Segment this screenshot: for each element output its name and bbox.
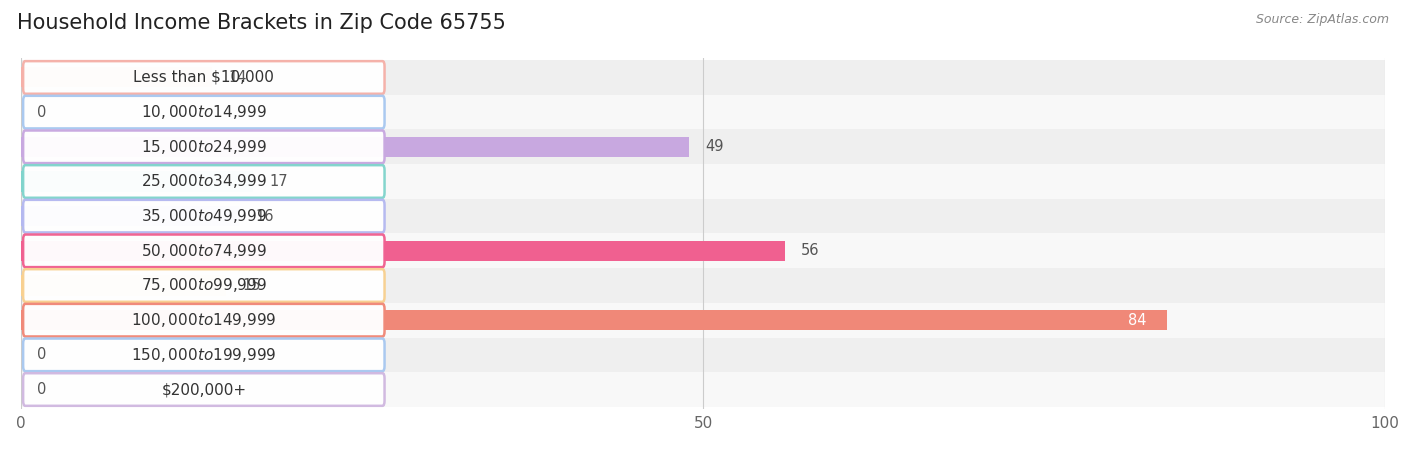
Text: Household Income Brackets in Zip Code 65755: Household Income Brackets in Zip Code 65… — [17, 13, 506, 34]
Text: 56: 56 — [801, 243, 820, 258]
Text: $10,000 to $14,999: $10,000 to $14,999 — [141, 103, 267, 121]
Text: $15,000 to $24,999: $15,000 to $24,999 — [141, 138, 267, 156]
Bar — [21, 310, 1167, 330]
Text: $25,000 to $34,999: $25,000 to $34,999 — [141, 172, 267, 190]
Text: 0: 0 — [38, 348, 46, 362]
Text: 15: 15 — [242, 278, 260, 293]
FancyBboxPatch shape — [22, 131, 385, 163]
Bar — [21, 275, 225, 295]
Text: 0: 0 — [38, 105, 46, 119]
Bar — [21, 268, 1385, 303]
Bar — [21, 67, 212, 88]
Text: $75,000 to $99,999: $75,000 to $99,999 — [141, 277, 267, 295]
Bar — [21, 241, 785, 261]
Text: 14: 14 — [228, 70, 247, 85]
Bar — [21, 338, 1385, 372]
Text: 84: 84 — [1128, 313, 1146, 328]
Bar — [21, 129, 1385, 164]
Text: $150,000 to $199,999: $150,000 to $199,999 — [131, 346, 277, 364]
Text: $50,000 to $74,999: $50,000 to $74,999 — [141, 242, 267, 260]
Text: 17: 17 — [270, 174, 288, 189]
Text: $200,000+: $200,000+ — [162, 382, 246, 397]
Bar — [21, 164, 1385, 199]
FancyBboxPatch shape — [22, 339, 385, 371]
Bar — [21, 233, 1385, 268]
Text: $100,000 to $149,999: $100,000 to $149,999 — [131, 311, 277, 329]
FancyBboxPatch shape — [22, 96, 385, 128]
Text: 16: 16 — [256, 209, 274, 224]
Text: 49: 49 — [706, 139, 724, 154]
Bar — [21, 372, 1385, 407]
FancyBboxPatch shape — [22, 61, 385, 94]
FancyBboxPatch shape — [22, 165, 385, 198]
FancyBboxPatch shape — [22, 234, 385, 267]
Bar — [21, 137, 689, 157]
Bar — [21, 95, 1385, 129]
Bar — [21, 303, 1385, 338]
Bar — [21, 206, 239, 226]
Text: Less than $10,000: Less than $10,000 — [134, 70, 274, 85]
Bar — [21, 199, 1385, 233]
FancyBboxPatch shape — [22, 200, 385, 233]
Bar — [21, 60, 1385, 95]
FancyBboxPatch shape — [22, 373, 385, 406]
FancyBboxPatch shape — [22, 304, 385, 336]
Text: $35,000 to $49,999: $35,000 to $49,999 — [141, 207, 267, 225]
Text: Source: ZipAtlas.com: Source: ZipAtlas.com — [1256, 13, 1389, 26]
FancyBboxPatch shape — [22, 269, 385, 302]
Text: 0: 0 — [38, 382, 46, 397]
Bar — [21, 172, 253, 192]
